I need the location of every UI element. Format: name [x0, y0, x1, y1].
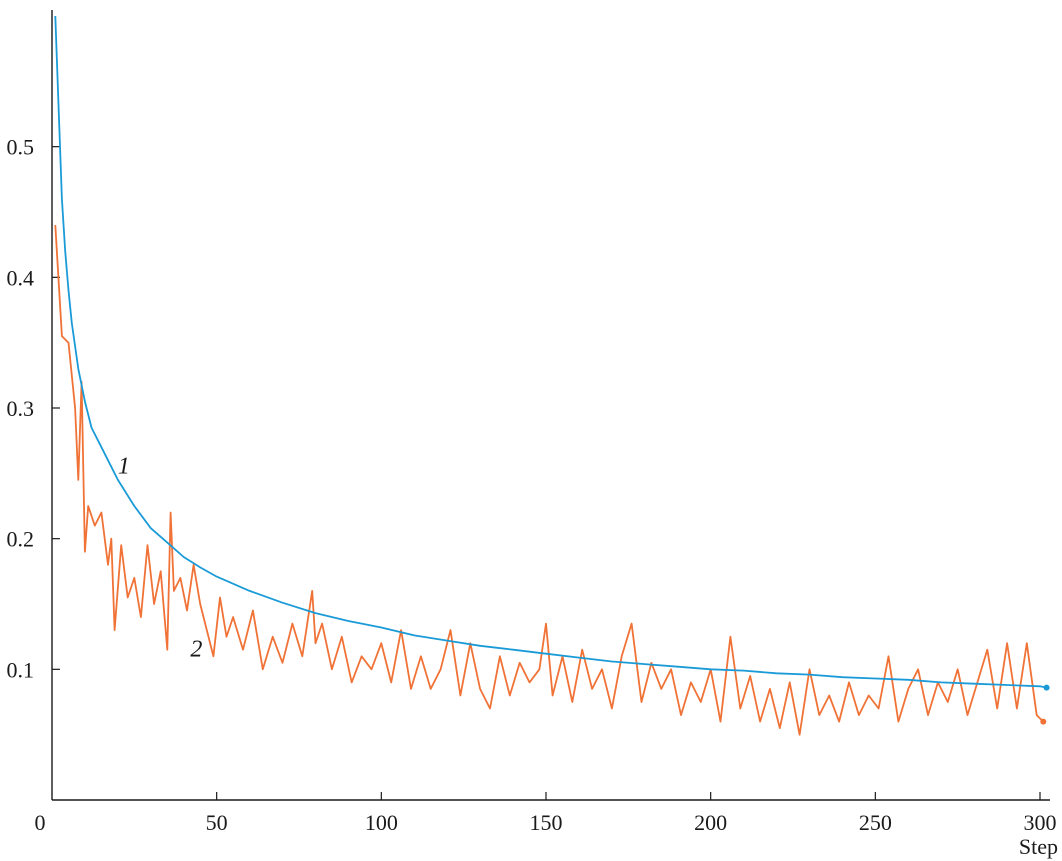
x-tick-label: 100 [365, 810, 398, 835]
series-2-line [54, 225, 1044, 736]
y-tick-label: 0.5 [7, 135, 35, 160]
x-tick-label: 300 [1024, 810, 1057, 835]
series-1-endpoint [1043, 684, 1050, 691]
x-tick-label: 200 [694, 810, 727, 835]
y-tick-label: 0.1 [7, 657, 35, 682]
series-annotations: 12 [118, 453, 202, 662]
x-axis-label: Step [1019, 834, 1058, 859]
y-tick-label: 0.2 [7, 527, 35, 552]
x-tick-label: 250 [859, 810, 892, 835]
y-tick-label: 0.3 [7, 396, 35, 421]
series-1-line [54, 15, 1047, 689]
series-lines [54, 15, 1050, 736]
x-tick-label: 150 [530, 810, 563, 835]
series-annotation-2: 2 [190, 636, 202, 662]
axis-ticks: 0 50 100 150 200 250 300 0.1 0.2 0.3 0.4 0.5 [7, 135, 1057, 835]
y-tick-label: 0.4 [7, 265, 35, 290]
x-tick-label: 50 [206, 810, 228, 835]
series-annotation-1: 1 [118, 453, 130, 479]
x-tick-label: 0 [35, 810, 46, 835]
series-2-endpoint [1040, 718, 1047, 725]
